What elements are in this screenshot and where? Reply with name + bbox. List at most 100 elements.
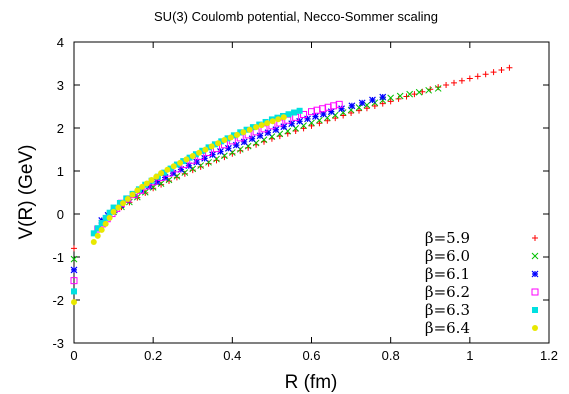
data-point <box>129 191 136 198</box>
data-point <box>280 114 287 121</box>
data-point <box>371 102 378 109</box>
data-point <box>291 109 298 116</box>
data-point <box>356 107 362 114</box>
data-point <box>363 105 370 112</box>
data-point <box>158 181 165 188</box>
data-point <box>253 124 260 131</box>
data-point <box>243 126 250 133</box>
data-point <box>327 108 335 116</box>
data-point <box>149 183 157 191</box>
data-point <box>70 255 78 263</box>
data-point <box>230 132 237 139</box>
series-3 <box>70 93 387 274</box>
data-point <box>451 79 457 86</box>
data-point <box>106 214 113 221</box>
data-point <box>213 157 220 164</box>
legend-label: β=6.2 <box>425 283 470 301</box>
data-point <box>324 117 331 124</box>
data-point <box>246 126 253 133</box>
data-point <box>185 162 193 170</box>
legend-label: β=5.9 <box>425 229 470 247</box>
legend-label: β=6.1 <box>425 265 470 283</box>
y-tick-label: 4 <box>57 35 64 50</box>
data-point <box>202 146 209 153</box>
data-point <box>308 122 315 129</box>
data-point <box>102 214 109 221</box>
data-point <box>240 138 248 146</box>
data-point <box>196 149 203 156</box>
data-point <box>319 110 327 118</box>
data-point <box>153 173 160 180</box>
data-point <box>379 93 387 101</box>
data-point <box>189 152 196 159</box>
data-point <box>201 154 209 162</box>
data-point <box>110 208 117 215</box>
data-point <box>300 110 308 118</box>
data-point <box>90 238 97 245</box>
series-6 <box>71 114 287 306</box>
data-point <box>379 100 386 107</box>
data-point <box>197 163 204 170</box>
data-point <box>312 113 319 120</box>
data-point <box>258 122 265 129</box>
x-tick-label: 1.2 <box>540 348 558 363</box>
data-point <box>275 116 282 123</box>
data-points <box>70 64 513 306</box>
legend-marker <box>531 270 539 278</box>
data-point <box>71 245 77 252</box>
x-tick-label: 0.2 <box>144 348 162 363</box>
data-point <box>167 165 174 172</box>
data-point <box>183 156 190 163</box>
data-point <box>285 111 292 118</box>
data-point <box>338 105 346 113</box>
data-point <box>332 115 339 122</box>
data-point <box>153 178 161 186</box>
data-point <box>215 140 222 147</box>
data-point <box>296 117 304 125</box>
data-point <box>161 169 168 176</box>
data-point <box>106 209 113 216</box>
data-point <box>173 161 180 168</box>
data-point <box>264 120 271 127</box>
data-point <box>474 73 481 80</box>
data-point <box>288 120 296 128</box>
data-point <box>300 125 307 132</box>
data-point <box>145 182 153 190</box>
x-tick-label: 0 <box>70 348 77 363</box>
data-point <box>180 158 187 165</box>
data-point <box>208 143 215 150</box>
data-point <box>94 232 101 239</box>
y-tick-label: -3 <box>52 336 64 351</box>
data-point <box>120 200 127 207</box>
x-axis-label: R (fm) <box>285 372 338 393</box>
y-axis: -3 -2 -1 0 1 2 3 4 <box>52 35 549 351</box>
data-point <box>348 102 356 110</box>
data-point <box>304 115 311 123</box>
data-point <box>205 144 212 151</box>
data-point <box>70 277 78 285</box>
data-point <box>296 107 303 114</box>
data-point <box>232 141 240 149</box>
y-tick-label: -2 <box>52 293 64 308</box>
data-point <box>221 154 228 161</box>
data-point <box>193 158 201 166</box>
x-axis: 0 0.2 0.4 0.6 0.8 1 1.2 <box>70 42 558 363</box>
data-point <box>264 129 272 137</box>
data-point <box>177 159 184 166</box>
data-point <box>148 177 155 184</box>
y-tick-label: 0 <box>57 207 64 222</box>
data-point <box>170 163 177 170</box>
data-point <box>98 220 105 227</box>
data-point <box>164 166 171 173</box>
data-point <box>387 94 395 102</box>
data-point <box>189 165 197 173</box>
data-point <box>134 187 141 194</box>
data-point <box>406 90 414 98</box>
data-point <box>280 123 288 131</box>
data-point <box>209 151 216 159</box>
data-point <box>186 154 193 161</box>
data-point <box>211 141 218 148</box>
data-point <box>189 167 196 174</box>
series-1 <box>71 64 513 252</box>
